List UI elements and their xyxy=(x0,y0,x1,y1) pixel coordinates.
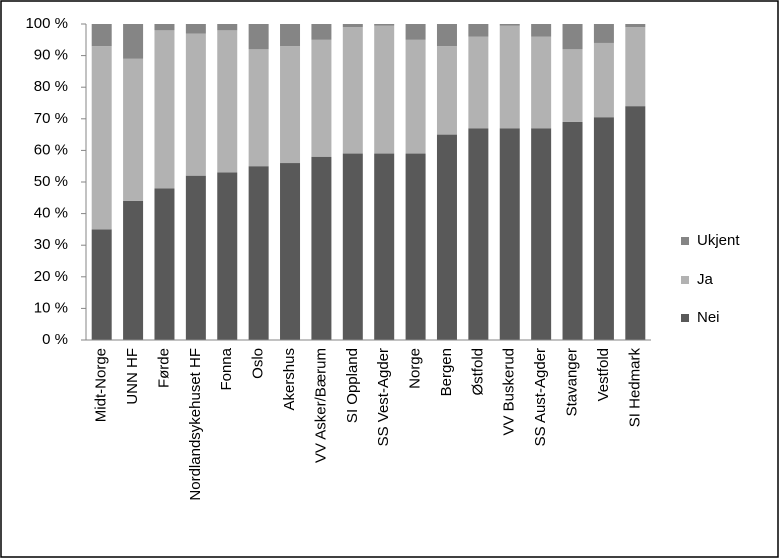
bar-segment xyxy=(593,42,614,118)
x-tick-label: SI Oppland xyxy=(344,348,361,423)
y-tick-label: 90 % xyxy=(34,47,68,64)
bar-segment xyxy=(374,24,395,26)
x-tick-label: Fonna xyxy=(218,347,235,390)
x-tick-label: Akershus xyxy=(281,348,298,411)
bar-segment xyxy=(374,25,395,154)
bar-segment xyxy=(248,166,269,340)
bar-segment xyxy=(217,172,238,340)
bar-segment xyxy=(499,24,520,26)
bar-segment xyxy=(593,24,614,43)
bar-segment xyxy=(625,106,646,340)
x-tick-label: SI Hedmark xyxy=(626,348,643,428)
bar-segment xyxy=(217,24,238,31)
y-tick-label: 20 % xyxy=(34,268,68,285)
bar-segment xyxy=(311,24,332,40)
bar-segment xyxy=(280,46,301,164)
x-tick-label: UNN HF xyxy=(124,348,141,405)
bar-segment xyxy=(248,49,269,167)
x-tick-label: Østfold xyxy=(469,348,486,396)
bar-segment xyxy=(123,200,144,340)
bar-segment xyxy=(499,25,520,129)
y-tick-label: 30 % xyxy=(34,236,68,253)
legend-label: Ukjent xyxy=(697,232,740,249)
y-tick-label: 0 % xyxy=(42,331,68,348)
bar-segment xyxy=(562,121,583,341)
x-tick-label: Oslo xyxy=(250,348,267,379)
bar-segment xyxy=(185,175,206,340)
bar-segment xyxy=(280,24,301,47)
bar-segment xyxy=(311,39,332,157)
legend-label: Nei xyxy=(697,309,720,326)
bar-segment xyxy=(342,24,363,28)
y-tick-label: 50 % xyxy=(34,173,68,190)
y-tick-label: 40 % xyxy=(34,205,68,222)
x-tick-label: Stavanger xyxy=(563,348,580,416)
bar-segment xyxy=(531,128,552,340)
bar-segment xyxy=(531,36,552,129)
bar-segment xyxy=(248,24,269,50)
y-tick-label: 100 % xyxy=(25,15,68,32)
bar-segment xyxy=(311,156,332,340)
y-tick-label: 10 % xyxy=(34,299,68,316)
bar-segment xyxy=(562,24,583,50)
bar-segment xyxy=(154,188,175,340)
bar-segment xyxy=(185,24,206,34)
x-tick-label: Bergen xyxy=(438,348,455,396)
legend-label: Ja xyxy=(697,271,714,288)
bar-segment xyxy=(91,229,112,340)
bar-segment xyxy=(154,24,175,31)
bar-segment xyxy=(374,153,395,340)
bar-segment xyxy=(468,24,489,37)
bar-segment xyxy=(91,46,112,230)
legend-swatch xyxy=(681,237,689,245)
bar-segment xyxy=(468,128,489,340)
bar-segment xyxy=(531,24,552,37)
x-tick-label: Norge xyxy=(407,348,424,389)
bar-segment xyxy=(625,27,646,107)
bar-segment xyxy=(468,36,489,129)
y-tick-label: 70 % xyxy=(34,110,68,127)
x-tick-label: SS Aust-Agder xyxy=(532,348,549,446)
bar-segment xyxy=(436,24,457,47)
x-tick-label: VV Asker/Bærum xyxy=(312,348,329,463)
bar-segment xyxy=(405,153,426,340)
bar-segment xyxy=(436,46,457,135)
bar-segment xyxy=(436,134,457,340)
bar-segment xyxy=(185,33,206,176)
x-tick-label: Midt-Norge xyxy=(93,348,110,422)
legend-swatch xyxy=(681,314,689,322)
bar-segment xyxy=(593,117,614,340)
x-tick-label: VV Buskerud xyxy=(501,348,518,436)
bar-segment xyxy=(217,30,238,173)
x-tick-label: SS Vest-Agder xyxy=(375,348,392,446)
bar-segment xyxy=(499,128,520,340)
bar-segment xyxy=(91,24,112,47)
bar-segment xyxy=(342,153,363,340)
x-tick-label: Førde xyxy=(155,348,172,388)
bar-segment xyxy=(154,30,175,189)
bar-segment xyxy=(342,27,363,154)
y-tick-label: 60 % xyxy=(34,141,68,158)
bar-segment xyxy=(280,163,301,340)
x-tick-label: Vestfold xyxy=(595,348,612,401)
bar-segment xyxy=(405,39,426,154)
bar-segment xyxy=(562,49,583,122)
x-tick-label: Nordlandsykehuset HF xyxy=(187,348,204,501)
bar-segment xyxy=(405,24,426,40)
bar-segment xyxy=(123,24,144,59)
bar-segment xyxy=(123,58,144,201)
bar-segment xyxy=(625,24,646,28)
y-tick-label: 80 % xyxy=(34,78,68,95)
legend-swatch xyxy=(681,276,689,284)
